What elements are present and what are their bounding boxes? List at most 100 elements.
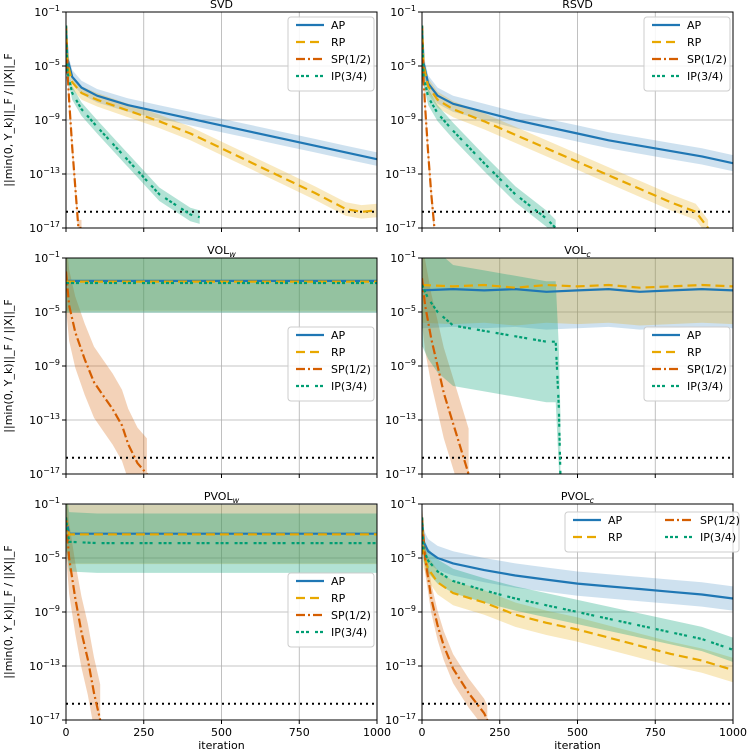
legend-label: AP [331,19,346,32]
legend-item-rp: RP [573,531,623,544]
x-tick-label: 500 [567,726,588,739]
legend-label: AP [331,575,346,588]
series-line-ip34 [422,517,733,651]
legend-box [564,511,740,553]
y-tick-label: 10−13 [29,166,60,181]
legend-label: RP [687,36,702,49]
series-line-ap [422,25,733,165]
confidence-band-ap [66,18,377,166]
y-tick-label: 10−9 [34,604,60,619]
y-tick-label: 10−17 [29,712,60,727]
legend-item-ap: AP [652,19,702,32]
y-tick-label: 10−5 [34,304,60,319]
x-tick-label: 750 [289,726,310,739]
legend-item-rp: RP [296,36,346,49]
y-tick-label: 10−9 [390,112,416,127]
series-line-rp [66,25,377,213]
subplot-title: VOLc [564,244,591,259]
confidence-band-ip34 [66,18,200,224]
y-tick-label: 10−13 [385,658,416,673]
legend-item-rp: RP [652,36,702,49]
legend-box [287,16,375,92]
series-line-sp12 [422,25,436,228]
confidence-band-ip34 [66,504,377,573]
legend-item-ip34: IP(3/4) [296,380,367,393]
legend: AP RP SP(1/2) IP(3/4) [564,511,740,553]
y-axis-label: ||min(0, Y_k)||_F / ||X||_F [2,299,15,432]
legend-item-ip34: IP(3/4) [296,626,367,639]
series-line-sp12 [66,517,102,720]
confidence-band-sp12 [66,258,147,474]
series-line-rp [422,25,709,228]
legend-item-ap: AP [296,19,346,32]
subplot-pvolw: 0 250 500 750 1000 10−1 10−5 10−9 10−13 10−17 PVOL… [2,490,391,750]
confidence-band-ap [422,505,733,611]
legend-label: RP [331,36,346,49]
confidence-band-sp12 [422,258,469,474]
y-tick-label: 10−5 [390,550,416,565]
legend-label: AP [608,514,623,527]
plot-area [422,258,733,474]
legend-label: RP [331,592,346,605]
legend-item-rp: RP [296,346,346,359]
confidence-band-rp [66,258,377,312]
x-tick-label: 750 [645,726,666,739]
legend: AP RP SP(1/2) IP(3/4) [287,326,375,402]
x-tick-label: 250 [133,726,154,739]
series-line-sp12 [66,25,82,228]
y-tick-label: 10−1 [34,4,60,19]
series-line-rp [422,283,733,289]
legend-box [287,326,375,402]
legend-item-rp: RP [652,346,702,359]
x-tick-label: 1000 [719,726,747,739]
confidence-band-sp12 [422,504,488,720]
y-tick-label: 10−17 [29,466,60,481]
legend-label: SP(1/2) [331,609,371,622]
y-tick-label: 10−17 [385,466,416,481]
legend-item-sp12: SP(1/2) [296,53,371,66]
legend-label: IP(3/4) [687,380,723,393]
legend-box [287,572,375,648]
legend-item-sp12: SP(1/2) [296,609,371,622]
legend-item-sp12: SP(1/2) [665,514,740,527]
subplot-title: RSVD [562,0,593,11]
confidence-band-ap [66,258,377,311]
subplot-title: VOLw [207,244,236,259]
legend-label: RP [687,346,702,359]
y-tick-label: 10−1 [390,250,416,265]
series-line-sp12 [422,278,470,474]
legend-item-ip34: IP(3/4) [652,70,723,83]
confidence-band-rp [422,17,709,228]
legend-item-ap: AP [296,329,346,342]
legend-label: SP(1/2) [331,363,371,376]
subplot-pvolc: 0 250 500 750 1000 10−1 10−5 10−9 10−13 10−17 PVOL… [385,490,747,750]
confidence-band-ip34 [422,17,556,228]
y-tick-label: 10−5 [390,58,416,73]
confidence-band-ip34 [66,258,377,313]
x-tick-label: 250 [489,726,510,739]
legend-label: SP(1/2) [700,514,740,527]
legend-label: AP [331,329,346,342]
legend-box [643,326,731,402]
legend: AP RP SP(1/2) IP(3/4) [643,16,731,92]
legend-label: IP(3/4) [687,70,723,83]
x-tick-label: 0 [419,726,426,739]
legend-label: AP [687,329,702,342]
legend-label: RP [331,346,346,359]
subplot-rsvd: 10−1 10−5 10−9 10−13 10−17 RSVD AP RP SP(1/2) IP(… [385,0,734,235]
legend-item-ip34: IP(3/4) [652,380,723,393]
y-tick-label: 10−1 [390,496,416,511]
y-tick-label: 10−9 [34,358,60,373]
series-line-ap [66,25,377,161]
legend-item-sp12: SP(1/2) [652,363,727,376]
series-line-ap [422,288,733,293]
y-tick-label: 10−9 [390,358,416,373]
legend-item-sp12: SP(1/2) [296,363,371,376]
x-tick-label: 0 [63,726,70,739]
subplot-title: PVOLw [204,490,240,505]
legend-label: SP(1/2) [687,363,727,376]
subplot-volw: 10−1 10−5 10−9 10−13 10−17 VOLw ||min(0, Y_k)|… [2,244,378,481]
x-axis-label: iteration [198,739,244,750]
